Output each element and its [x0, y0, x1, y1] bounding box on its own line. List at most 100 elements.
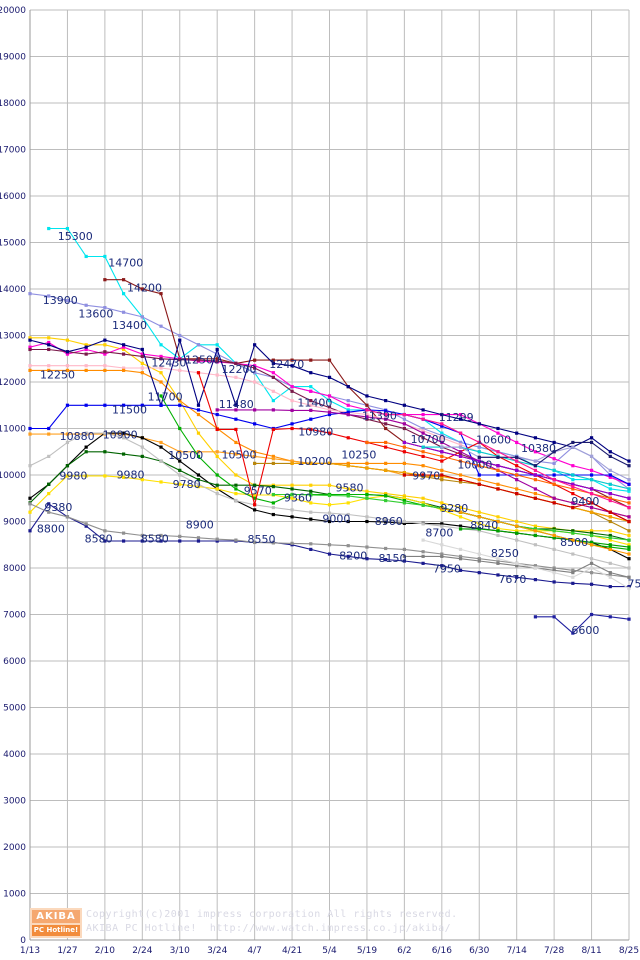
data-value-label: 10250: [341, 449, 376, 462]
copyright-text: Copyright(c)2001 impress corporation All…: [86, 909, 458, 920]
y-axis-tick: 19000: [0, 53, 26, 63]
x-axis-tick: 2/24: [132, 946, 152, 956]
data-value-label: 13400: [112, 319, 147, 332]
y-axis-tick: 17000: [0, 146, 26, 156]
data-value-label: 9280: [440, 502, 468, 515]
chart-series: [28, 336, 631, 538]
y-axis-tick: 11000: [0, 425, 26, 435]
site-url-text: AKIBA PC Hotline! http://www.watch.impre…: [86, 923, 452, 934]
chart-series: [28, 502, 631, 589]
data-value-label: 9970: [412, 470, 440, 483]
x-axis-tick: 5/4: [322, 946, 337, 956]
x-axis-tick: 6/30: [469, 946, 489, 956]
data-value-label: 9780: [173, 478, 201, 491]
data-value-label: 8250: [491, 547, 519, 560]
y-axis-tick: 12000: [0, 378, 26, 388]
x-axis-labels: 1/13 1/27 2/10 2/24 3/10 3/24 4/7 4/21 5/4 5/19 6/…: [20, 946, 639, 956]
data-value-label: 9360: [284, 492, 312, 505]
data-value-label: 9380: [44, 501, 72, 514]
chart-series: [533, 612, 631, 635]
chart-series: [402, 554, 631, 579]
data-value-label: 10880: [60, 430, 95, 443]
data-value-label: 7950: [433, 563, 461, 576]
x-axis-tick: 2/10: [95, 946, 115, 956]
x-axis-tick: 5/19: [357, 946, 377, 956]
data-value-label: 11500: [112, 404, 147, 417]
y-axis-labels: 0 1000 2000 3000 4000 5000 6000 7000 8000 9000 100…: [0, 6, 26, 946]
chart-series: [365, 408, 631, 510]
y-axis-tick: 6000: [3, 657, 26, 667]
y-axis-tick: 13000: [0, 332, 26, 342]
data-value-label: 11480: [219, 398, 254, 411]
x-axis-tick: 6/16: [432, 946, 452, 956]
y-axis-tick: 0: [20, 936, 26, 946]
x-axis-tick: 4/21: [282, 946, 302, 956]
y-axis-tick: 2000: [3, 843, 26, 853]
y-axis-tick: 5000: [3, 704, 26, 714]
y-axis-tick: 3000: [3, 797, 26, 807]
data-value-label: 8580: [141, 532, 169, 545]
footer-credits: AKIBA PC Hotline! Copyright(c)2001 impre…: [30, 906, 630, 940]
logo-subtitle: PC Hotline!: [32, 925, 80, 936]
data-value-label: 10980: [298, 425, 333, 438]
data-value-label: 8900: [186, 518, 214, 531]
x-axis-tick: 3/24: [207, 946, 227, 956]
data-value-label: 10500: [168, 449, 203, 462]
y-axis-tick: 9000: [3, 518, 26, 528]
data-value-label: 10000: [457, 458, 492, 471]
data-value-label: 7560: [628, 578, 640, 591]
data-value-label: 8580: [85, 532, 113, 545]
x-axis-tick: 8/11: [581, 946, 601, 956]
chart-series: [440, 506, 631, 556]
x-axis-tick: 6/2: [397, 946, 411, 956]
y-axis-tick: 8000: [3, 564, 26, 574]
data-value-label: 12200: [222, 363, 257, 376]
y-axis-tick: 1000: [3, 890, 26, 900]
logo-title: AKIBA: [32, 910, 80, 923]
data-value-label: 9570: [244, 485, 272, 498]
data-value-label: 10200: [297, 455, 332, 468]
data-value-label: 9000: [322, 512, 350, 525]
data-value-label: 10600: [476, 433, 511, 446]
data-value-label: 9980: [59, 470, 87, 483]
data-value-label: 11700: [148, 391, 183, 404]
x-axis-tick: 1/13: [20, 946, 40, 956]
chart-series: [477, 440, 631, 468]
data-value-label: 10900: [103, 429, 138, 442]
y-axis-tick: 15000: [0, 239, 26, 249]
data-value-label: 11299: [439, 411, 474, 424]
data-value-label: 12430: [151, 357, 186, 370]
data-value-label: 9580: [336, 482, 364, 495]
chart-series: [28, 431, 631, 570]
x-axis-tick: 7/14: [507, 946, 527, 956]
data-value-label: 10500: [222, 448, 257, 461]
data-value-label: 6600: [571, 624, 599, 637]
x-axis-tick: 3/10: [170, 946, 190, 956]
series-layer: [28, 226, 631, 635]
data-value-label: 12250: [40, 369, 75, 382]
y-axis-tick: 16000: [0, 192, 26, 202]
data-value-label: 13900: [43, 294, 78, 307]
data-value-label: 8960: [375, 515, 403, 528]
data-value-label: 9400: [571, 495, 599, 508]
data-value-label: 8840: [470, 519, 498, 532]
data-value-label: 14200: [127, 281, 162, 294]
x-axis-tick: 4/7: [247, 946, 261, 956]
data-value-label: 10380: [521, 442, 556, 455]
data-value-label: 8150: [379, 552, 407, 565]
y-axis-tick: 14000: [0, 285, 26, 295]
y-axis-tick: 20000: [0, 6, 26, 16]
akiba-pc-hotline-logo: AKIBA PC Hotline!: [30, 908, 82, 938]
data-value-label: 10700: [411, 433, 446, 446]
data-value-label: 9980: [116, 469, 144, 482]
data-value-label: 12470: [269, 358, 304, 371]
y-axis-tick: 18000: [0, 99, 26, 109]
grid-layer: [29, 9, 630, 941]
x-axis-tick: 1/27: [57, 946, 77, 956]
x-axis-tick: 8/25: [619, 946, 639, 956]
y-axis-tick: 10000: [0, 471, 26, 481]
data-value-label: 8200: [339, 550, 367, 563]
